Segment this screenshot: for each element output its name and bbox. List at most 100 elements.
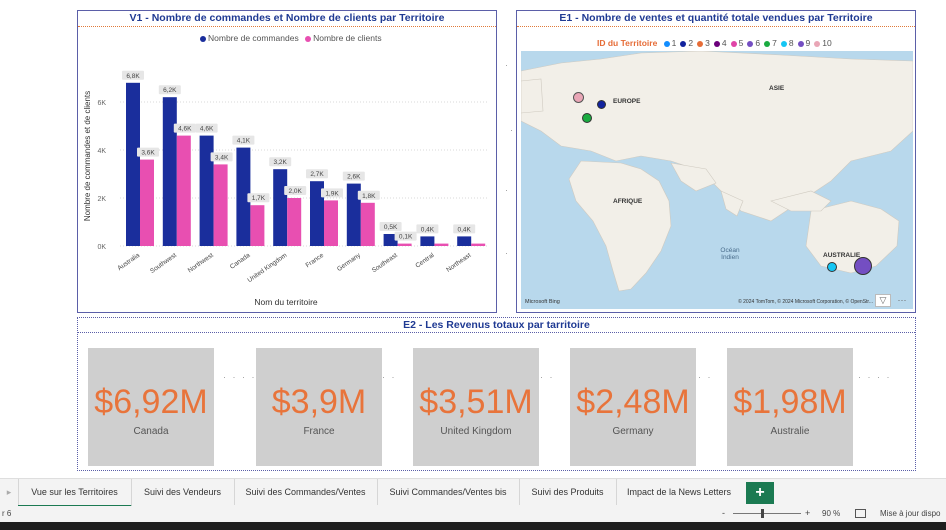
tab-suivi-commandes-ventes-bis[interactable]: Suivi Commandes/Ventes bis — [377, 479, 520, 505]
x-tick-label: Germany — [336, 251, 363, 272]
bubble-germany[interactable] — [597, 100, 606, 109]
kpi-card-australie[interactable]: $1,98M Australie — [727, 348, 853, 466]
map-legend-title: ID du Territoire — [597, 38, 658, 48]
data-label-bg — [416, 224, 439, 234]
bar-clients — [176, 135, 191, 246]
map-title: E1 - Nombre de ventes et quantité totale… — [517, 11, 915, 27]
map-legend-item: 9 — [805, 38, 811, 48]
update-notice[interactable]: Mise à jour dispo — [880, 509, 941, 518]
bubble-france[interactable] — [582, 113, 592, 123]
map-legend-item: 7 — [772, 38, 777, 48]
tab-impact-news-letters[interactable]: Impact de la News Letters — [626, 487, 732, 497]
bar-orders — [126, 82, 140, 246]
decor-dot: · — [505, 60, 510, 70]
data-label: 2,7K — [310, 171, 324, 178]
orders-clients-chart-panel[interactable]: V1 - Nombre de commandes et Nombre de cl… — [77, 10, 497, 313]
zoom-out-button[interactable]: - — [722, 508, 725, 518]
world-map[interactable]: EUROPE ASIE AFRIQUE Océan Indien AUSTRAL… — [521, 51, 913, 309]
bar-orders — [199, 135, 214, 246]
fit-page-icon[interactable] — [855, 509, 866, 518]
bar-clients — [471, 243, 486, 246]
bar-orders — [236, 147, 251, 246]
tab-suivi-vendeurs[interactable]: Suivi des Vendeurs — [131, 479, 235, 505]
add-page-button[interactable]: + — [746, 482, 774, 504]
bar-orders — [346, 183, 361, 246]
bar-orders — [383, 234, 398, 246]
chart-title: V1 - Nombre de commandes et Nombre de cl… — [78, 11, 496, 27]
bar-clients — [360, 202, 375, 246]
report-canvas: V1 - Nombre de commandes et Nombre de cl… — [77, 10, 916, 471]
data-label: 3,2K — [274, 159, 288, 166]
map-legend-item: 2 — [688, 38, 694, 48]
tab-vue-territoires[interactable]: Vue sur les Territoires — [18, 479, 132, 508]
page-tab-bar: ▸ Vue sur les Territoires Suivi des Vend… — [0, 478, 946, 508]
zoom-level: 90 % — [822, 509, 841, 518]
kpi-label: Australie — [770, 426, 810, 437]
tab-suivi-commandes-ventes[interactable]: Suivi des Commandes/Ventes — [234, 479, 378, 505]
filter-icon[interactable]: ▽ — [875, 294, 891, 307]
map-legend-dot — [780, 40, 787, 47]
territory-map-panel[interactable]: E1 - Nombre de ventes et quantité totale… — [516, 10, 916, 313]
map-legend-dot — [730, 40, 737, 47]
map-legend-dot — [747, 40, 754, 47]
data-label: 6,8K — [126, 73, 140, 80]
page-indicator: r 6 — [2, 509, 12, 518]
bubble-australia-small[interactable] — [827, 262, 837, 272]
more-options-icon[interactable]: ··· — [897, 295, 907, 305]
y-tick-label: 0K — [97, 244, 106, 251]
y-tick-label: 6K — [97, 100, 106, 107]
map-legend-item: 4 — [721, 38, 727, 48]
kpi-value: $3,51M — [419, 383, 533, 421]
data-label-bg — [269, 157, 292, 167]
bubble-australia-large[interactable] — [854, 257, 872, 275]
data-label-bg — [158, 85, 181, 95]
bar-clients — [324, 200, 338, 246]
decor-dots: · · · · — [223, 372, 257, 382]
data-label: 3,4K — [215, 154, 229, 161]
x-tick-label: Canada — [229, 252, 252, 271]
data-label-bg — [195, 123, 218, 133]
legend-clients: Nombre de clients — [313, 33, 382, 43]
data-label: 1,8K — [362, 193, 376, 200]
data-label-bg — [210, 152, 233, 162]
data-label: 0,1K — [399, 234, 413, 241]
tab-scroll-left-icon[interactable]: ▸ — [0, 479, 19, 505]
data-label: 4,6K — [200, 126, 214, 133]
kpi-card-germany[interactable]: $2,48M Germany — [570, 348, 696, 466]
y-tick-label: 4K — [97, 148, 106, 155]
bubble-uk[interactable] — [573, 92, 584, 103]
data-label: 0,4K — [421, 226, 435, 233]
map-legend-dot — [680, 40, 687, 47]
map-land — [521, 51, 913, 292]
map-label-africa: AFRIQUE — [613, 198, 643, 205]
data-label-bg — [394, 231, 417, 241]
kpi-card-canada[interactable]: $6,92M Canada — [88, 348, 214, 466]
kpi-card-france[interactable]: $3,9M France — [256, 348, 382, 466]
data-label: 3,6K — [141, 150, 155, 157]
map-label-asia: ASIE — [769, 85, 785, 92]
zoom-in-button[interactable]: + — [805, 508, 811, 518]
tab-suivi-produits[interactable]: Suivi des Produits — [519, 479, 617, 505]
decor-dots: · · — [540, 372, 555, 382]
map-label-australia: AUSTRALIE — [823, 252, 861, 259]
x-tick-label: Central — [414, 252, 436, 270]
kpi-card-united-kingdom[interactable]: $3,51M United Kingdom — [413, 348, 539, 466]
data-label-bg — [321, 188, 343, 198]
kpi-title: E2 - Les Revenus totaux par tarritoire — [403, 319, 590, 331]
data-label-bg — [357, 190, 380, 200]
kpi-value: $1,98M — [733, 383, 847, 421]
map-label-europe: EUROPE — [613, 98, 641, 105]
data-label-bg — [284, 186, 307, 195]
kpi-label: Canada — [133, 426, 169, 437]
revenue-kpi-panel[interactable]: E2 - Les Revenus totaux par tarritoire $… — [77, 317, 916, 471]
data-label: 2,6K — [347, 174, 361, 181]
zoom-slider[interactable] — [733, 513, 801, 514]
map-legend-item: 5 — [738, 38, 744, 48]
zoom-slider-thumb[interactable] — [761, 509, 764, 518]
map-legend-dot — [797, 40, 804, 47]
chart-legend: Nombre de commandes Nombre de clients — [196, 33, 382, 43]
map-legend-item: 6 — [755, 38, 761, 48]
x-tick-label: Northeast — [445, 252, 472, 274]
decor-dot: · — [510, 125, 515, 135]
kpi-value: $3,9M — [271, 383, 367, 421]
